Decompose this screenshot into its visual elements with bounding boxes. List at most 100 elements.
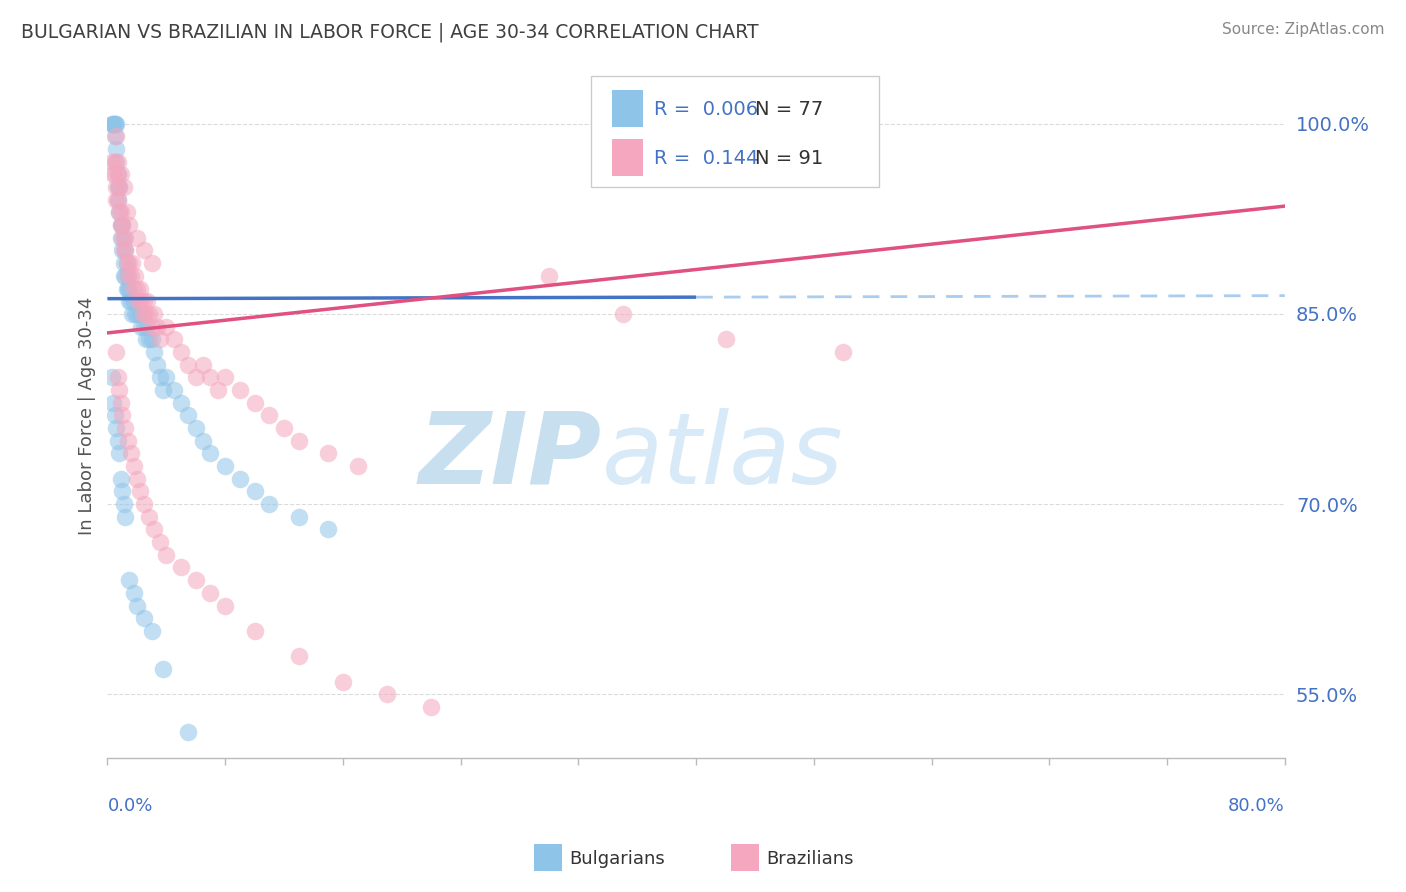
Point bbox=[105, 345, 128, 359]
Point bbox=[146, 358, 169, 372]
Point bbox=[207, 383, 229, 397]
Point bbox=[177, 409, 200, 423]
Point bbox=[115, 256, 138, 270]
Point bbox=[375, 687, 398, 701]
Point bbox=[125, 472, 148, 486]
Point bbox=[111, 231, 134, 245]
Point bbox=[107, 180, 129, 194]
Point bbox=[111, 244, 134, 258]
Point bbox=[104, 117, 127, 131]
Point bbox=[149, 535, 172, 549]
Point bbox=[537, 268, 560, 283]
Point bbox=[105, 142, 128, 156]
Point bbox=[316, 523, 339, 537]
Point bbox=[177, 358, 200, 372]
Point bbox=[112, 180, 135, 194]
Point bbox=[141, 256, 163, 270]
Point bbox=[110, 231, 132, 245]
Point bbox=[143, 307, 166, 321]
Point bbox=[214, 458, 236, 473]
Point bbox=[200, 446, 222, 460]
Point bbox=[134, 244, 156, 258]
Point bbox=[115, 281, 138, 295]
Point bbox=[143, 523, 166, 537]
Point bbox=[107, 154, 129, 169]
Point bbox=[259, 409, 281, 423]
Point bbox=[110, 218, 132, 232]
Point bbox=[124, 268, 146, 283]
Text: N = 91: N = 91 bbox=[755, 149, 824, 168]
Point bbox=[141, 624, 163, 638]
Point bbox=[128, 484, 150, 499]
Point bbox=[122, 458, 145, 473]
Point bbox=[287, 434, 309, 448]
Point bbox=[420, 700, 443, 714]
Point bbox=[104, 154, 127, 169]
Point bbox=[177, 725, 200, 739]
Point bbox=[120, 446, 142, 460]
Point bbox=[107, 370, 129, 384]
Point bbox=[129, 294, 152, 309]
Point bbox=[108, 180, 131, 194]
Point bbox=[108, 205, 131, 219]
Point bbox=[200, 586, 222, 600]
Point bbox=[128, 307, 150, 321]
Point bbox=[110, 218, 132, 232]
Point bbox=[110, 395, 132, 409]
Text: atlas: atlas bbox=[602, 408, 844, 505]
Point bbox=[111, 218, 134, 232]
Point bbox=[105, 180, 128, 194]
Point bbox=[105, 154, 128, 169]
Point bbox=[103, 117, 125, 131]
Point bbox=[110, 205, 132, 219]
Point bbox=[287, 649, 309, 664]
Point bbox=[229, 472, 252, 486]
Text: Source: ZipAtlas.com: Source: ZipAtlas.com bbox=[1222, 22, 1385, 37]
Point bbox=[134, 611, 156, 625]
Point bbox=[111, 409, 134, 423]
Point bbox=[114, 268, 136, 283]
Point bbox=[138, 509, 160, 524]
Point bbox=[117, 281, 139, 295]
Point bbox=[114, 244, 136, 258]
Point bbox=[101, 370, 124, 384]
Point bbox=[155, 370, 177, 384]
Point bbox=[110, 168, 132, 182]
Point bbox=[134, 497, 156, 511]
Point bbox=[129, 319, 152, 334]
Point bbox=[112, 231, 135, 245]
Point bbox=[138, 332, 160, 346]
Point bbox=[136, 319, 159, 334]
Point bbox=[108, 383, 131, 397]
Point bbox=[170, 345, 193, 359]
Point bbox=[229, 383, 252, 397]
Text: ZIP: ZIP bbox=[419, 408, 602, 505]
Point bbox=[346, 458, 368, 473]
Point bbox=[125, 231, 148, 245]
Text: Brazilians: Brazilians bbox=[766, 850, 853, 868]
Point bbox=[112, 497, 135, 511]
Point bbox=[105, 421, 128, 435]
Point bbox=[118, 281, 141, 295]
Point bbox=[155, 548, 177, 562]
Point bbox=[131, 307, 153, 321]
Point bbox=[141, 319, 163, 334]
Point bbox=[121, 256, 143, 270]
Point bbox=[104, 409, 127, 423]
Point bbox=[112, 244, 135, 258]
Point bbox=[146, 319, 169, 334]
Point bbox=[120, 294, 142, 309]
Point bbox=[287, 509, 309, 524]
Point bbox=[101, 154, 124, 169]
Point bbox=[243, 624, 266, 638]
Point bbox=[214, 599, 236, 613]
Point bbox=[141, 332, 163, 346]
Point bbox=[107, 193, 129, 207]
Point bbox=[134, 319, 156, 334]
Point bbox=[118, 256, 141, 270]
Point bbox=[191, 434, 214, 448]
Point bbox=[714, 332, 737, 346]
Point bbox=[101, 117, 124, 131]
Point bbox=[117, 268, 139, 283]
Point bbox=[115, 205, 138, 219]
